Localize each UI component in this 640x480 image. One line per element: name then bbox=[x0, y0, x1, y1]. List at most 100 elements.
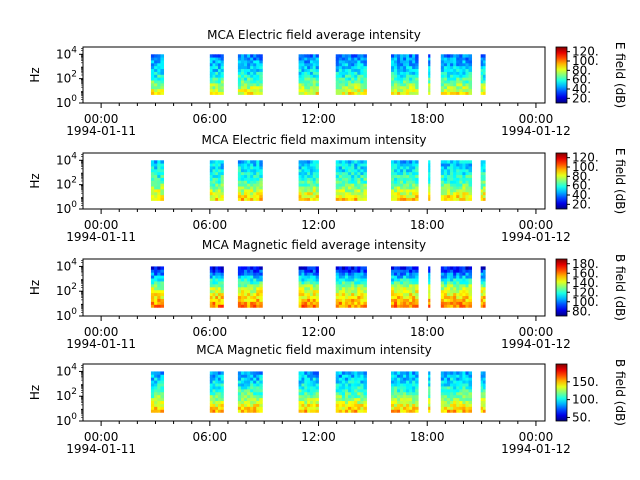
x-tick-label: 18:00 bbox=[410, 112, 445, 126]
colorbar-tick-label: 100. bbox=[572, 295, 599, 309]
colorbar-label: E field (dB) bbox=[613, 42, 627, 108]
data-block bbox=[237, 160, 263, 201]
data-block bbox=[480, 266, 486, 308]
colorbar-label: E field (dB) bbox=[613, 148, 627, 214]
colorbar-tick-label: 60. bbox=[572, 73, 591, 87]
chart-panel-4: MCA Magnetic field maximum intensity 100 1… bbox=[28, 343, 627, 456]
data-block bbox=[298, 54, 319, 95]
data-block bbox=[480, 371, 486, 413]
x-tick-label: 18:00 bbox=[410, 218, 445, 232]
x-tick-label: 18:00 bbox=[410, 325, 445, 339]
data-block bbox=[209, 266, 224, 308]
colorbar-tick-label: 160. bbox=[572, 266, 599, 280]
x-tick-label: 06:00 bbox=[193, 218, 228, 232]
x-tick-label: 00:00 bbox=[519, 325, 554, 339]
chart-title: MCA Magnetic field maximum intensity bbox=[196, 343, 432, 357]
chart-title: MCA Electric field average intensity bbox=[207, 28, 421, 42]
colorbar-tick-label: 100. bbox=[572, 54, 599, 68]
data-block bbox=[237, 54, 263, 95]
x-tick-label: 00:00 bbox=[519, 430, 554, 444]
colorbar-label: B field (dB) bbox=[613, 254, 627, 321]
y-tick-label: 104 bbox=[56, 257, 77, 273]
colorbar bbox=[555, 258, 568, 317]
chart-panel-1: MCA Electric field average intensity 100 1… bbox=[28, 28, 627, 138]
chart-panel-3: MCA Magnetic field average intensity 100 1… bbox=[28, 238, 627, 351]
data-block bbox=[428, 371, 431, 413]
data-block bbox=[428, 54, 431, 95]
colorbar-tick-label: 80. bbox=[572, 304, 591, 318]
x-tick-date-label: 1994-01-12 bbox=[501, 124, 571, 138]
x-tick-date-label: 1994-01-12 bbox=[501, 337, 571, 351]
x-tick-date-label: 1994-01-11 bbox=[66, 337, 136, 351]
y-axis-label: Hz bbox=[28, 173, 42, 188]
y-axis-label: Hz bbox=[28, 385, 42, 400]
data-block bbox=[335, 371, 367, 413]
x-tick-label: 18:00 bbox=[410, 430, 445, 444]
data-block bbox=[209, 371, 224, 413]
x-tick-date-label: 1994-01-12 bbox=[501, 230, 571, 244]
y-tick-label: 100 bbox=[56, 412, 77, 428]
y-tick-label: 104 bbox=[56, 151, 77, 167]
data-block bbox=[150, 160, 165, 201]
x-tick-label: 06:00 bbox=[193, 112, 228, 126]
x-tick-date-label: 1994-01-11 bbox=[66, 442, 136, 456]
colorbar-tick-label: 80. bbox=[572, 169, 591, 183]
colorbar-tick-label: 20. bbox=[572, 91, 591, 105]
x-tick-label: 00:00 bbox=[519, 218, 554, 232]
y-tick-label: 102 bbox=[56, 282, 77, 298]
x-tick-date-label: 1994-01-11 bbox=[66, 230, 136, 244]
x-tick-label: 06:00 bbox=[193, 325, 228, 339]
data-block bbox=[335, 266, 367, 308]
colorbar-tick-label: 120. bbox=[572, 151, 599, 165]
data-block bbox=[391, 160, 419, 201]
y-tick-label: 104 bbox=[56, 362, 77, 378]
data-block bbox=[298, 371, 319, 413]
x-tick-label: 00:00 bbox=[84, 218, 119, 232]
colorbar-tick-label: 20. bbox=[572, 197, 591, 211]
y-tick-label: 102 bbox=[56, 176, 77, 192]
data-block bbox=[428, 266, 431, 308]
x-tick-label: 12:00 bbox=[301, 218, 336, 232]
data-block bbox=[391, 266, 419, 308]
data-block bbox=[440, 266, 473, 308]
y-tick-label: 100 bbox=[56, 200, 77, 216]
y-tick-label: 100 bbox=[56, 94, 77, 110]
x-tick-date-label: 1994-01-12 bbox=[501, 442, 571, 456]
colorbar-tick-label: 100. bbox=[572, 393, 599, 407]
data-block bbox=[335, 160, 367, 201]
data-block bbox=[428, 160, 431, 201]
x-tick-label: 00:00 bbox=[84, 430, 119, 444]
colorbar-tick-label: 150. bbox=[572, 375, 599, 389]
data-block bbox=[391, 54, 419, 95]
data-block bbox=[440, 54, 473, 95]
colorbar bbox=[555, 152, 568, 210]
x-tick-label: 00:00 bbox=[519, 112, 554, 126]
data-block bbox=[391, 371, 419, 413]
chart-panel-2: MCA Electric field maximum intensity 100 1… bbox=[28, 133, 627, 244]
data-block bbox=[237, 266, 263, 308]
x-tick-label: 12:00 bbox=[301, 112, 336, 126]
colorbar-tick-label: 180. bbox=[572, 257, 599, 271]
data-block bbox=[150, 54, 165, 95]
colorbar-tick-label: 50. bbox=[572, 410, 591, 424]
colorbar bbox=[555, 46, 568, 104]
colorbar-tick-label: 140. bbox=[572, 276, 599, 290]
y-axis-label: Hz bbox=[28, 280, 42, 295]
data-block bbox=[440, 371, 473, 413]
chart-title: MCA Magnetic field average intensity bbox=[202, 238, 426, 252]
data-block bbox=[335, 54, 367, 95]
x-tick-label: 06:00 bbox=[193, 430, 228, 444]
colorbar-tick-label: 40. bbox=[572, 82, 591, 96]
colorbar-tick-label: 60. bbox=[572, 179, 591, 193]
data-block bbox=[209, 54, 224, 95]
x-tick-label: 00:00 bbox=[84, 325, 119, 339]
y-tick-label: 104 bbox=[56, 45, 77, 61]
colorbar-tick-label: 120. bbox=[572, 285, 599, 299]
data-block bbox=[150, 371, 165, 413]
data-block bbox=[298, 160, 319, 201]
data-block bbox=[209, 160, 224, 201]
data-block bbox=[298, 266, 319, 308]
chart-title: MCA Electric field maximum intensity bbox=[201, 133, 426, 147]
y-tick-label: 100 bbox=[56, 307, 77, 323]
